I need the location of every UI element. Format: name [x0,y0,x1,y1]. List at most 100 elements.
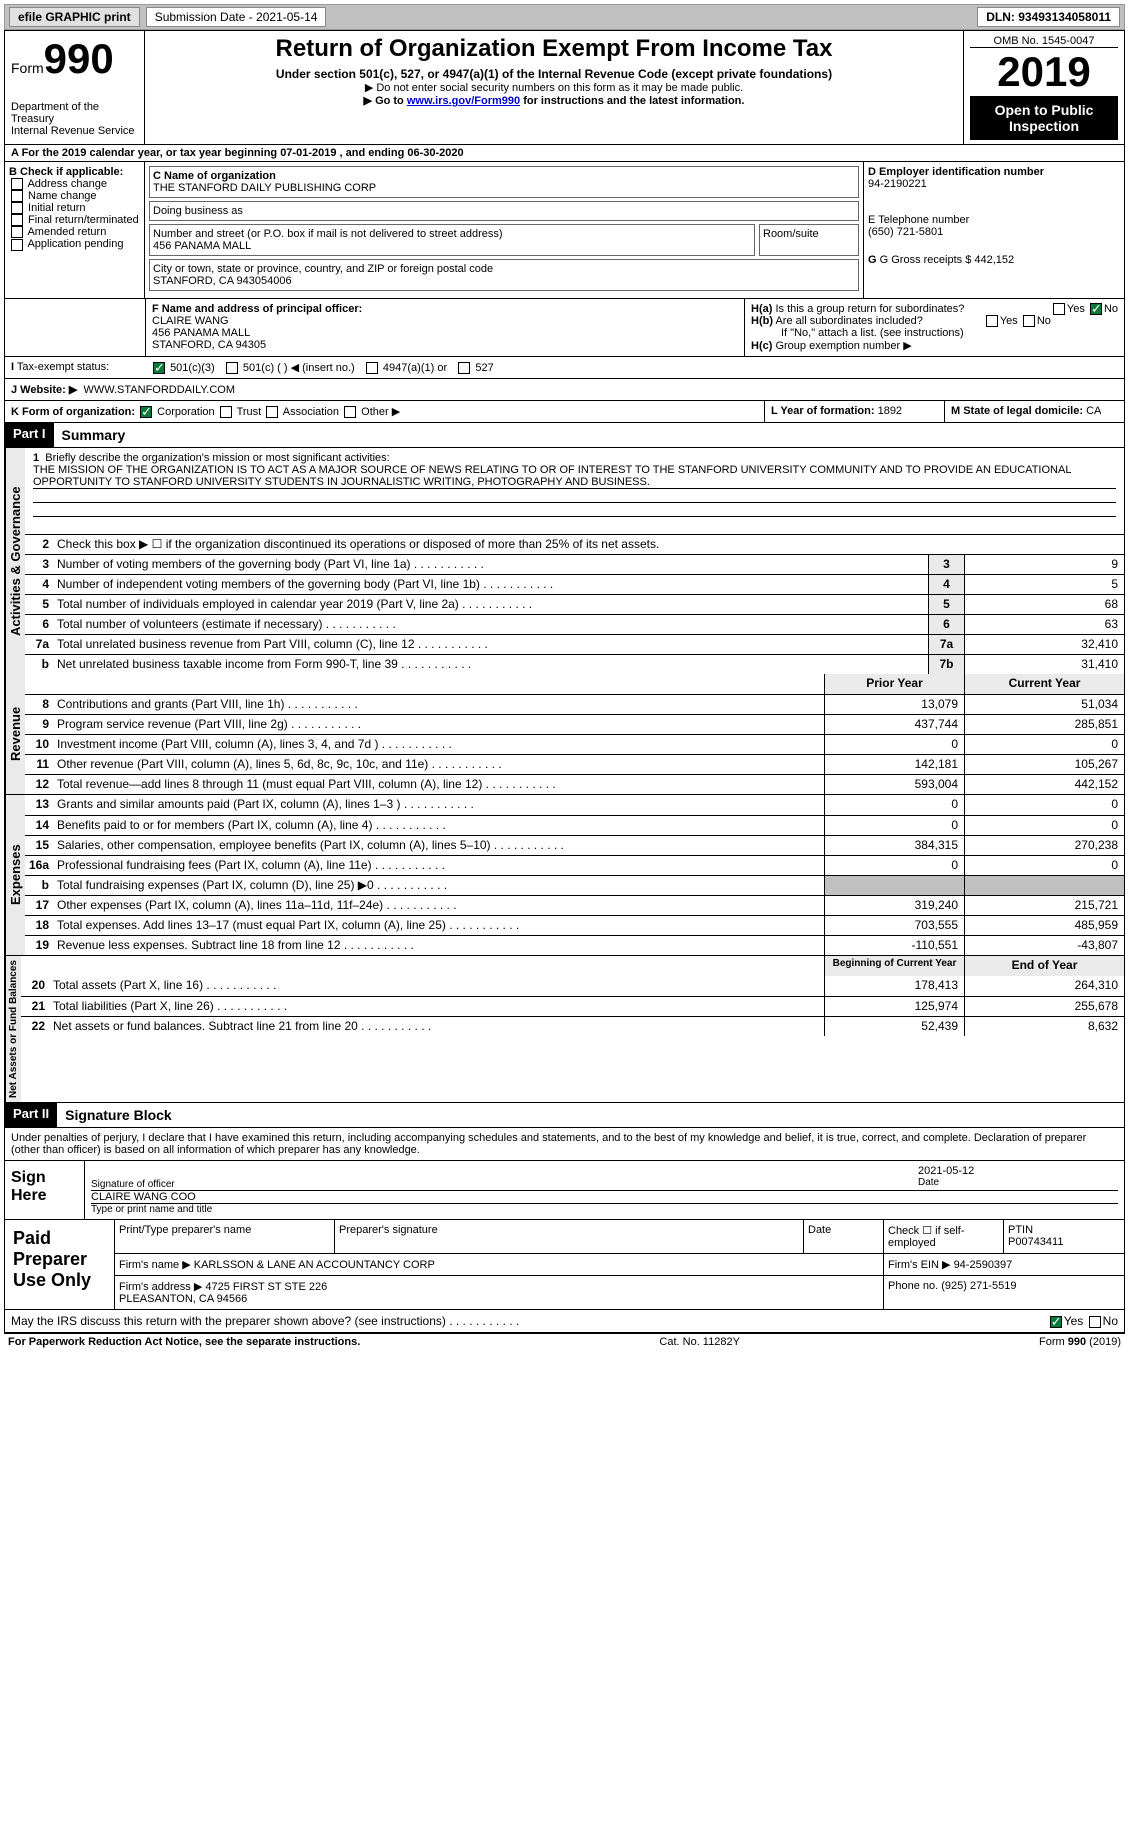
sig-officer-lbl: Signature of officer [91,1165,918,1190]
section-bcd: B Check if applicable: Address change Na… [4,162,1125,299]
phone: (650) 721-5801 [868,226,1120,238]
address: 456 PANAMA MALL [153,240,751,252]
addr-lbl: Number and street (or P.O. box if mail i… [153,228,751,240]
check-self: Check ☐ if self-employed [884,1220,1004,1253]
form-title: Return of Organization Exempt From Incom… [151,35,957,63]
sig-date: 2021-05-12 [918,1165,1118,1177]
form-subtitle: Under section 501(c), 527, or 4947(a)(1)… [151,67,957,81]
b-option[interactable]: Application pending [9,238,140,250]
note1: ▶ Do not enter social security numbers o… [151,81,957,94]
declaration: Under penalties of perjury, I declare th… [5,1128,1124,1160]
part2-label: Part II [5,1103,57,1127]
part1-body: Activities & Governance 1 Briefly descri… [4,448,1125,674]
firm-name-lbl: Firm's name ▶ [119,1259,191,1271]
part1-label: Part I [5,423,54,447]
col-begin: Beginning of Current Year [824,956,964,976]
firm-addr-lbl: Firm's address ▶ [119,1281,202,1293]
section-j: J Website: ▶ WWW.STANFORDDAILY.COM [4,379,1125,401]
city-lbl: City or town, state or province, country… [153,263,855,275]
line-row: 14Benefits paid to or for members (Part … [25,815,1124,835]
b-option[interactable]: Name change [9,190,140,202]
pra: For Paperwork Reduction Act Notice, see … [8,1336,360,1348]
vgrp-net: Net Assets or Fund Balances [5,956,21,1102]
gross-receipts: G G Gross receipts $ 442,152 [868,254,1120,266]
name-title-lbl: Type or print name and title [91,1203,1118,1215]
top-bar: efile GRAPHIC print Submission Date - 20… [4,4,1125,30]
mission-text: THE MISSION OF THE ORGANIZATION IS TO AC… [33,464,1071,488]
section-a: A For the 2019 calendar year, or tax yea… [4,145,1125,162]
irs-link[interactable]: www.irs.gov/Form990 [407,95,520,107]
line-row: 17Other expenses (Part IX, column (A), l… [25,895,1124,915]
col-end: End of Year [964,956,1124,976]
ptin: P00743411 [1008,1236,1120,1248]
vgrp-revenue: Revenue [5,674,25,794]
firm-name: KARLSSON & LANE AN ACCOUNTANCY CORP [194,1259,435,1271]
part1-title: Summary [54,423,134,447]
h-a: H(a) Is this a group return for subordin… [751,303,1118,315]
officer-name-title: CLAIRE WANG COO [91,1191,1118,1203]
section-i: I Tax-exempt status: 501(c)(3) 501(c) ( … [4,357,1125,379]
line-row: 21Total liabilities (Part X, line 26)125… [21,996,1124,1016]
section-klm: K Form of organization: Corporation Trus… [4,401,1125,423]
line-row: 12Total revenue—add lines 8 through 11 (… [25,774,1124,794]
line-row: 3Number of voting members of the governi… [25,554,1124,574]
b-option[interactable]: Final return/terminated [9,214,140,226]
city: STANFORD, CA 943054006 [153,275,855,287]
room-lbl: Room/suite [763,228,855,240]
signature-block: Under penalties of perjury, I declare th… [4,1128,1125,1333]
paid-preparer-label: Paid Preparer Use Only [5,1220,115,1309]
line-row: 10Investment income (Part VIII, column (… [25,734,1124,754]
h-c: H(c) Group exemption number ▶ [751,339,1118,352]
line-row: 6Total number of volunteers (estimate if… [25,614,1124,634]
line-row: 13Grants and similar amounts paid (Part … [25,795,1124,815]
line-row: 18Total expenses. Add lines 13–17 (must … [25,915,1124,935]
line-row: bNet unrelated business taxable income f… [25,654,1124,674]
efile-button[interactable]: efile GRAPHIC print [9,7,140,27]
prep-sig-lbl: Preparer's signature [335,1220,804,1253]
part1-header-row: Part I Summary [4,423,1125,448]
prep-date-lbl: Date [804,1220,884,1253]
section-fh: F Name and address of principal officer:… [4,299,1125,357]
col-current: Current Year [964,674,1124,694]
f-lbl: F Name and address of principal officer: [152,303,738,315]
footer: For Paperwork Reduction Act Notice, see … [4,1333,1125,1350]
firm-ein-lbl: Firm's EIN ▶ [888,1259,951,1271]
line-row: 11Other revenue (Part VIII, column (A), … [25,754,1124,774]
line-row: 7aTotal unrelated business revenue from … [25,634,1124,654]
line-row: 4Number of independent voting members of… [25,574,1124,594]
prep-name-lbl: Print/Type preparer's name [115,1220,335,1253]
form-number: Form990 [11,35,138,83]
date-lbl: Date [918,1177,1118,1188]
vgrp-governance: Activities & Governance [5,448,25,674]
b-option[interactable]: Initial return [9,202,140,214]
ein: 94-2190221 [868,178,1120,190]
officer-addr1: 456 PANAMA MALL [152,327,738,339]
line-row: 8Contributions and grants (Part VIII, li… [25,694,1124,714]
website: WWW.STANFORDDAILY.COM [83,384,235,396]
dba-lbl: Doing business as [153,205,855,217]
cat-no: Cat. No. 11282Y [659,1336,740,1348]
may-irs: May the IRS discuss this return with the… [11,1314,1048,1328]
c-name-lbl: C Name of organization [153,170,855,182]
b-option[interactable]: Amended return [9,226,140,238]
form-header: Form990 Department of the Treasury Inter… [4,30,1125,145]
vgrp-expenses: Expenses [5,795,25,955]
submission-date: Submission Date - 2021-05-14 [146,7,327,27]
officer-addr2: STANFORD, CA 94305 [152,339,738,351]
part2-header-row: Part II Signature Block [4,1103,1125,1128]
d-lbl: D Employer identification number [868,166,1120,178]
line-row: 20Total assets (Part X, line 16)178,4132… [21,976,1124,996]
form-footer: Form 990 (2019) [1039,1336,1121,1348]
prep-phone: (925) 271-5519 [941,1280,1016,1292]
line-row: 9Program service revenue (Part VIII, lin… [25,714,1124,734]
omb: OMB No. 1545-0047 [970,35,1118,48]
line-row: 22Net assets or fund balances. Subtract … [21,1016,1124,1036]
l1-lbl: Briefly describe the organization's miss… [45,452,389,464]
dln: DLN: 93493134058011 [977,7,1120,27]
line-row: 15Salaries, other compensation, employee… [25,835,1124,855]
dept-label: Department of the Treasury Internal Reve… [11,101,138,137]
sign-here-label: Sign Here [5,1161,85,1219]
part2-title: Signature Block [57,1103,180,1127]
line-row: 19Revenue less expenses. Subtract line 1… [25,935,1124,955]
b-option[interactable]: Address change [9,178,140,190]
